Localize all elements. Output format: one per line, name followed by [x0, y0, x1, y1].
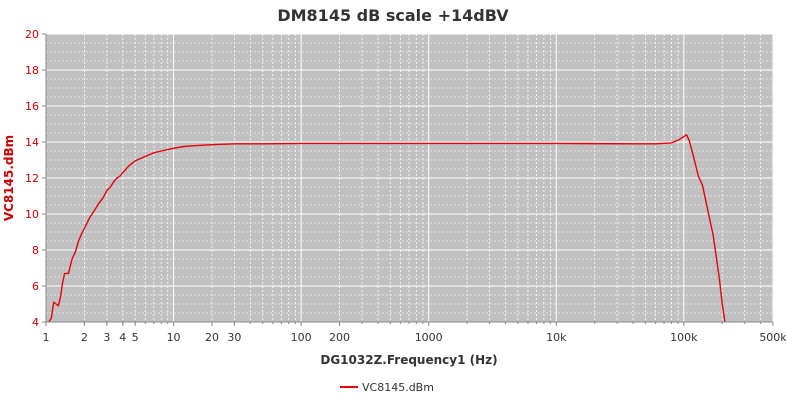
y-tick-label: 20: [25, 28, 39, 41]
x-tick-label: 2: [81, 331, 88, 344]
x-tick-label: 1000: [415, 331, 443, 344]
x-tick-label: 100k: [670, 331, 698, 344]
legend: VC8145.dBm: [340, 381, 434, 394]
y-axis-label: VC8145.dBm: [2, 135, 16, 221]
y-tick-label: 8: [32, 244, 39, 257]
y-tick-label: 12: [25, 172, 39, 185]
y-axis-ticks: 4 6 8 10 12 14 16 18 20: [25, 28, 46, 329]
x-tick-label: 5: [132, 331, 139, 344]
series-line-vc8145: [48, 134, 726, 322]
x-tick-label: 20: [205, 331, 219, 344]
y-tick-label: 16: [25, 100, 39, 113]
y-tick-label: 6: [32, 280, 39, 293]
series-layer: [48, 134, 726, 322]
grid-lines: [45, 33, 774, 323]
x-tick-label: 4: [119, 331, 126, 344]
x-axis-ticks: 1 2 3 4 5 10 20 30 100 200 1000 10k 100k 500k: [43, 322, 786, 344]
x-tick-label: 500k: [759, 331, 786, 344]
y-tick-label: 18: [25, 64, 39, 77]
x-tick-label: 3: [103, 331, 110, 344]
x-tick-label: 10: [167, 331, 181, 344]
legend-label-vc8145: VC8145.dBm: [362, 381, 434, 394]
x-tick-label: 100: [291, 331, 312, 344]
x-tick-label: 1: [43, 331, 50, 344]
x-tick-label: 10k: [546, 331, 567, 344]
y-tick-label: 10: [25, 208, 39, 221]
x-tick-label: 30: [227, 331, 241, 344]
y-tick-label: 14: [25, 136, 39, 149]
y-tick-label: 4: [32, 316, 39, 329]
chart-title: DM8145 dB scale +14dBV: [277, 6, 509, 25]
x-axis-label: DG1032Z.Frequency1 (Hz): [320, 353, 497, 367]
x-tick-label: 200: [329, 331, 350, 344]
